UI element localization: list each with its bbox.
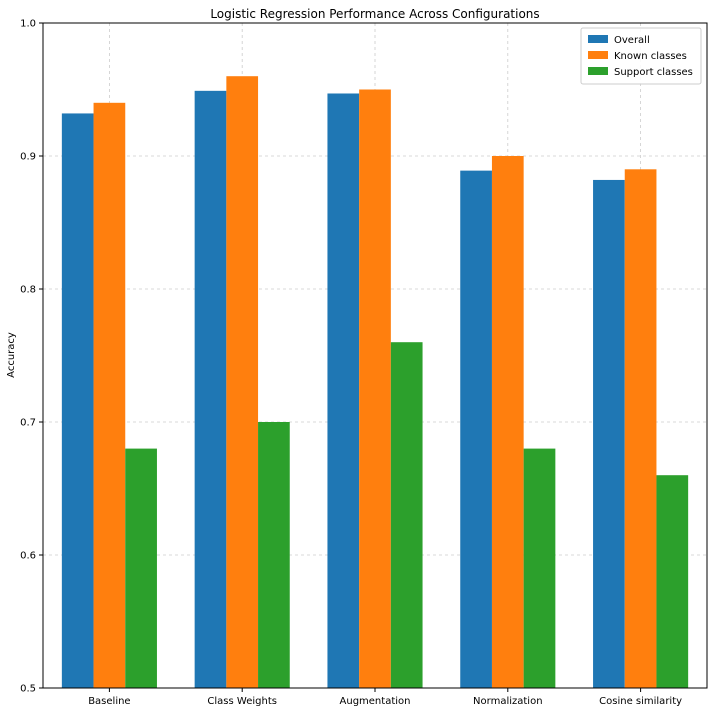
y-tick-label: 0.8: [20, 285, 36, 296]
legend-swatch: [588, 67, 608, 75]
x-tick-label: Cosine similarity: [599, 696, 682, 707]
bar: [390, 342, 423, 688]
bar: [656, 475, 689, 688]
bar: [93, 102, 126, 689]
legend-box: [580, 27, 702, 85]
x-tick-label: Class Weights: [207, 696, 277, 707]
legend: Overall Known classes Support classes: [580, 27, 702, 85]
bar: [460, 170, 492, 688]
legend-label: Known classes: [614, 51, 687, 62]
x-tick-label: Baseline: [88, 696, 130, 707]
bar: [125, 448, 157, 688]
y-tick-label: 0.9: [20, 152, 36, 163]
legend-label: Overall: [614, 35, 650, 46]
y-tick-label: 1.0: [20, 19, 36, 30]
legend-swatch: [588, 51, 608, 59]
legend-label: Support classes: [614, 67, 693, 78]
y-tick-label: 0.5: [20, 684, 36, 695]
bar: [523, 448, 556, 688]
bar: [61, 113, 94, 688]
y-axis-label: Accuracy: [6, 332, 17, 378]
legend-swatch: [588, 35, 608, 43]
bar: [491, 156, 524, 688]
bar: [593, 179, 625, 688]
bar: [258, 422, 290, 688]
bars: [61, 76, 689, 689]
x-tick-label: Augmentation: [340, 696, 411, 707]
y-tick-label: 0.7: [20, 418, 36, 429]
bar: [359, 89, 391, 688]
x-axis: Baseline Class Weights Augmentation Normali…: [88, 688, 682, 707]
x-tick-label: Normalization: [473, 696, 543, 707]
bar: [194, 90, 227, 688]
y-axis: 0.5 0.6 0.7 0.8 0.9 1.0: [20, 19, 43, 695]
bar: [327, 93, 360, 689]
y-tick-label: 0.6: [20, 551, 36, 562]
bar: [226, 76, 259, 688]
bar: [624, 169, 657, 689]
chart-title: Logistic Regression Performance Across C…: [210, 7, 539, 21]
